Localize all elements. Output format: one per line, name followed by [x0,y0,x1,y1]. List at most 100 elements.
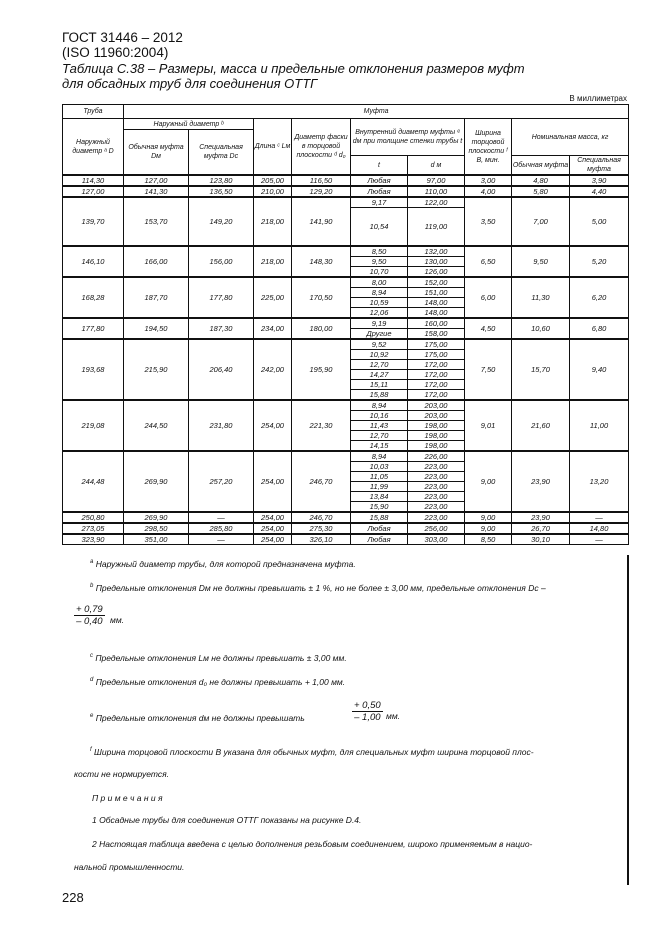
cell-t: 10,03 [350,460,408,472]
cell-dm: 97,00 [407,174,465,187]
cell-mass-regular: 10,60 [511,316,570,339]
cell-mass-regular: 23,90 [511,449,570,512]
cell-t: 12,06 [350,306,408,318]
cell-length: 254,00 [253,510,292,523]
cell-regular-od: 187,70 [123,275,189,318]
cell-mass-regular: 7,00 [511,196,570,246]
cell-length: 218,00 [253,196,292,246]
cell-dm: 132,00 [407,244,465,257]
cell-chamfer: 116,50 [291,174,351,187]
cell-regular-od: 269,90 [123,449,189,512]
cell-regular-od: 141,30 [123,185,189,198]
cell-chamfer: 221,30 [291,398,351,451]
col-inner: Внутренний диаметр муфты ᵉ dм при толщин… [350,118,465,156]
cell-t: 8,94 [350,398,408,411]
cell-t: 13,84 [350,490,408,502]
cell-length: 205,00 [253,174,292,187]
table-row: 168,28 187,70 177,80 225,00 170,50 8,00 152,00… [62,275,630,318]
tol-upper: + 0,50 [352,700,383,712]
cell-mass-special: 6,80 [568,316,630,339]
cell-t: Любая [350,521,408,534]
cell-outer-d: 193,68 [62,337,124,400]
cell-t: 11,43 [350,419,408,431]
cell-outer-d: 127,00 [62,185,124,198]
footnote-e-unit: мм. [386,711,401,721]
cell-regular-od: 351,00 [123,532,189,545]
cell-t: 12,70 [350,358,408,370]
cell-dm: 126,00 [407,265,465,277]
cell-dm: 203,00 [407,398,465,411]
cell-dm: 223,00 [407,490,465,502]
note-1: 1 Обсадные трубы для соединения ОТТГ пок… [92,815,362,825]
table-row: 323,90 351,00—254,00 326,10 Любая 303,00 8,50… [62,532,630,545]
cell-t: 15,90 [350,500,408,512]
units-label: В миллиметрах [569,94,627,103]
cell-regular-od: 153,70 [123,196,189,246]
cell-width: 4,50 [464,316,512,339]
footnote-e-text: Предельные отклонения dм не должны превы… [95,712,305,723]
cell-outer-d: 114,30 [62,174,124,187]
cell-t: 10,54 [350,207,408,246]
cell-width: 9,00 [464,510,512,523]
cell-mass-special: 13,20 [568,449,630,512]
cell-dm: 152,00 [407,275,465,288]
cell-dm: 160,00 [407,316,465,329]
cell-t: 9,17 [350,196,408,208]
cell-outer-d: 168,28 [62,275,124,318]
cell-chamfer: 170,50 [291,275,351,318]
cell-t: 8,94 [350,286,408,298]
cell-t: 15,11 [350,378,408,390]
cell-outer-d: 139,70 [62,196,124,246]
cell-special-od: 285,80 [188,521,254,534]
cell-t: 15,88 [350,510,408,523]
cell-t: 10,16 [350,409,408,421]
cell-regular-od: 194,50 [123,316,189,339]
cell-regular-od: 166,00 [123,244,189,277]
cell-special-od: 177,80 [188,275,254,318]
cell-outer-d: 273,05 [62,521,124,534]
cell-t: 9,50 [350,255,408,267]
cell-special-od: 136,50 [188,185,254,198]
col-outer-d: Наружный диаметр ᵃ D [62,118,124,176]
cell-width: 6,50 [464,244,512,277]
cell-special-od: — [188,510,254,523]
cell-mass-special: — [568,510,630,523]
cell-special-od: 123,80 [188,174,254,187]
col-mass-special: Специальная муфта [568,155,630,176]
cell-width: 9,00 [464,449,512,512]
footnote-c: c Предельные отклонения Lм не должны пре… [90,652,347,663]
cell-mass-special: 5,00 [568,196,630,246]
cell-t: 10,92 [350,348,408,360]
table-row: 193,68 215,90 206,40 242,00 195,90 9,52 175,00… [62,337,630,400]
table-row: 13,84 223,00 [63,490,629,502]
table-row: 127,00 141,30 136,50 210,00 129,20 Любая 110,0… [62,185,630,198]
col-mass: Номинальная масса, кг [510,118,630,156]
col-pipe: Труба [62,104,124,119]
cell-mass-regular: 21,60 [511,398,570,451]
table-title: Таблица С.38 – Размеры, масса и предельн… [62,61,525,76]
cell-t: 15,88 [350,388,408,400]
cell-chamfer: 180,00 [291,316,351,339]
cell-dm: 148,00 [407,296,465,308]
cell-dm: 151,00 [407,286,465,298]
footnote-e: e Предельные отклонения dм не должны пре… [90,712,305,723]
footnote-f-text-2: кости не нормируется. [74,769,169,779]
cell-t: 8,50 [350,244,408,257]
cell-mass-special: 11,00 [568,398,630,451]
cell-dm: 223,00 [407,460,465,472]
cell-chamfer: 246,70 [291,510,351,523]
footnote-e-tolerance: + 0,50– 1,00 [352,700,383,723]
cell-dm: 172,00 [407,368,465,380]
footnote-b: b Предельные отклонения Dм не должны пре… [90,582,546,593]
table-row: 219,08 244,50 231,80 254,00 221,30 8,94 203,00… [62,398,630,451]
table-row: 273,05 298,50 285,80 254,00 275,30 Любая 256,0… [62,521,630,534]
cell-t: 9,19 [350,316,408,329]
cell-outer-d: 323,90 [62,532,124,545]
note-2-cont: нальной промышленности. [74,862,185,872]
iso-reference: (ISO 11960:2004) [62,45,169,60]
cell-dm: 110,00 [407,185,465,198]
cell-length: 218,00 [253,244,292,277]
table-row: 9,50 130,00 [63,255,629,267]
cell-dm: 203,00 [407,409,465,421]
